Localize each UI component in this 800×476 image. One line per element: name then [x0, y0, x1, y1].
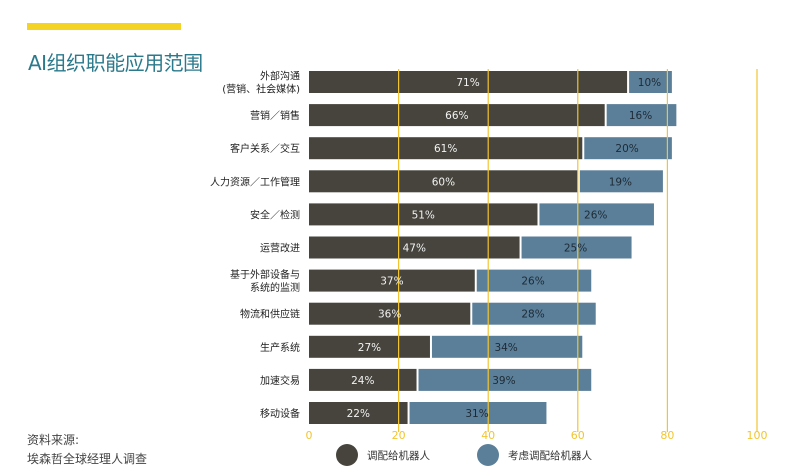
data-label-deployed: 71% — [456, 77, 479, 89]
category-label-line: 移动设备 — [260, 407, 300, 420]
category-label-line: 基于外部设备与 — [230, 268, 300, 281]
legend-label-deployed: 调配给机器人 — [367, 449, 430, 462]
legend-label-considering: 考虑调配给机器人 — [508, 449, 592, 462]
bar-considering — [629, 71, 672, 93]
bar-considering — [409, 402, 547, 424]
bar-deployed — [309, 203, 538, 226]
bar-deployed — [309, 236, 520, 259]
data-label-considering: 28% — [521, 309, 544, 321]
source-label: 资料来源: — [27, 433, 80, 447]
source-note: 资料来源: 埃森哲全球经理人调查 — [27, 431, 147, 469]
x-tick-label: 40 — [481, 429, 495, 442]
data-label-deployed: 66% — [445, 110, 468, 122]
data-label-deployed: 36% — [378, 309, 401, 321]
legend-swatch-considering — [477, 444, 499, 466]
data-label-considering: 20% — [615, 143, 638, 155]
bar-deployed — [309, 269, 475, 292]
data-label-deployed: 27% — [358, 342, 381, 354]
category-label-line: (营销、社会媒体) — [222, 83, 300, 96]
bar-considering — [584, 137, 672, 160]
category-label: 安全／检测 — [250, 208, 300, 221]
legend-swatch-deployed — [336, 444, 358, 466]
bar-considering — [472, 302, 596, 325]
data-label-deployed: 47% — [403, 243, 426, 255]
bar-considering — [579, 170, 663, 193]
bar-deployed — [309, 104, 605, 127]
data-label-considering: 19% — [609, 176, 632, 188]
bar-deployed — [309, 302, 471, 325]
data-label-considering: 34% — [494, 342, 517, 354]
bar-deployed — [309, 137, 583, 160]
category-label-line: 生产系统 — [260, 341, 300, 354]
data-label-considering: 31% — [465, 408, 488, 420]
x-tick-label: 100 — [747, 429, 768, 442]
category-label: 运营改进 — [260, 242, 300, 255]
x-tick-label: 80 — [660, 429, 674, 442]
data-label-considering: 39% — [492, 375, 515, 387]
data-label-deployed: 24% — [351, 375, 374, 387]
bar-considering — [418, 368, 592, 391]
category-label: 客户关系／交互 — [230, 142, 300, 155]
x-tick-label: 60 — [571, 429, 585, 442]
bar-deployed — [309, 368, 417, 391]
category-label-line: 人力资源／工作管理 — [210, 175, 300, 188]
category-label-line: 营销／销售 — [250, 109, 300, 122]
title-accent-bar — [27, 23, 181, 30]
bar-considering — [606, 104, 677, 127]
category-label: 移动设备 — [260, 407, 300, 420]
data-label-considering: 26% — [584, 209, 607, 221]
category-label-line: 客户关系／交互 — [230, 142, 300, 155]
bar-deployed — [309, 335, 430, 358]
data-label-deployed: 60% — [432, 176, 455, 188]
category-label-line: 安全／检测 — [250, 208, 300, 221]
category-label-line: 外部沟通 — [260, 70, 300, 83]
data-label-deployed: 22% — [347, 408, 370, 420]
category-label-line: 系统的监测 — [250, 281, 300, 294]
data-label-deployed: 37% — [380, 276, 403, 288]
bar-considering — [539, 203, 654, 226]
data-label-considering: 10% — [638, 77, 661, 89]
data-label-deployed: 51% — [412, 209, 435, 221]
bar-considering — [476, 269, 592, 292]
category-label-line: 物流和供应链 — [240, 308, 300, 321]
data-label-deployed: 61% — [434, 143, 457, 155]
legend-item-considering: 考虑调配给机器人 — [477, 444, 592, 466]
x-tick-label: 0 — [306, 429, 313, 442]
category-label: 加速交易 — [260, 374, 300, 387]
source-text: 埃森哲全球经理人调查 — [27, 452, 148, 466]
data-label-considering: 16% — [629, 110, 652, 122]
category-label: 物流和供应链 — [240, 308, 300, 321]
bar-considering — [521, 236, 632, 259]
legend-item-deployed: 调配给机器人 — [336, 444, 430, 466]
category-label: 生产系统 — [260, 341, 300, 354]
bar-deployed — [309, 71, 628, 93]
category-label: 外部沟通(营销、社会媒体) — [222, 70, 300, 96]
bar-deployed — [309, 170, 578, 193]
category-label-line: 加速交易 — [260, 374, 300, 387]
x-tick-label: 20 — [392, 429, 406, 442]
chart-title: AI组织职能应用范围 — [28, 51, 203, 75]
category-label-line: 运营改进 — [260, 242, 300, 255]
bar-deployed — [309, 402, 408, 424]
bar-considering — [431, 335, 583, 358]
data-label-considering: 26% — [521, 276, 544, 288]
data-label-considering: 25% — [564, 243, 587, 255]
category-label: 基于外部设备与系统的监测 — [230, 268, 300, 294]
category-label: 人力资源／工作管理 — [210, 175, 300, 188]
category-label: 营销／销售 — [250, 109, 300, 122]
